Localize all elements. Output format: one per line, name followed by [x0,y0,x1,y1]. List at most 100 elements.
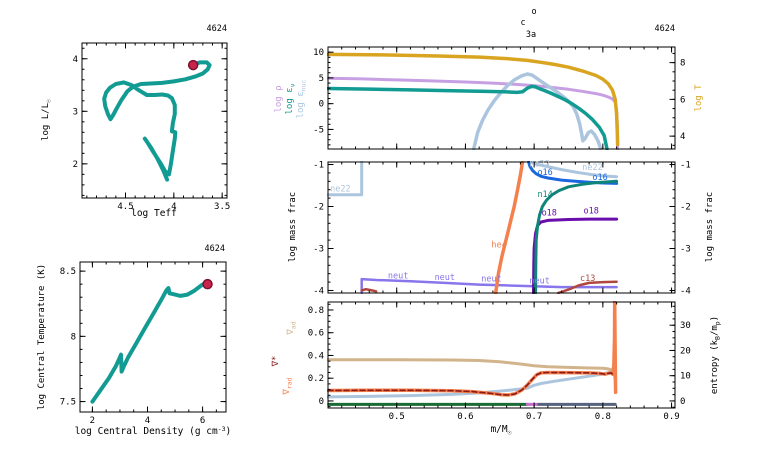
x-tick-label: 0.9 [663,412,679,422]
y2-axis-title: entropy (kB/mp) [710,316,721,394]
series-trho-track [90,280,210,404]
y2-tick-label: -1 [680,161,691,171]
y-tick-label: 3 [73,107,78,117]
y-tick-label: 8.5 [60,267,76,277]
series-log-eps-nu [327,84,609,150]
series-c13 [556,280,618,294]
y2-tick-label: 6 [680,95,685,105]
curve-label-neut: neut [481,274,501,284]
y2-tick-label: 8 [680,59,685,69]
x-tick-label: 0.8 [595,412,611,422]
current-model-marker [187,59,199,71]
curve-label-ne22: ne22 [330,184,350,194]
panel-trho: 2 4 6 7.5 8 8.5 log Central Density (g cm-3) lo… [37,244,231,437]
y-tick-label: -1 [313,161,324,171]
y-tick-label: 0.6 [308,329,324,339]
series-grad-rad [327,301,618,397]
x-tick-label: 6 [200,416,205,426]
curve-label-o18: o18 [583,207,598,217]
y-tick-label: 0.8 [308,306,324,316]
y-axis-title: ∇* [271,356,281,368]
curve-label-ne22: ne22 [582,163,602,173]
y2-tick-label: 30 [680,321,691,331]
y-axis-title: log L/L☉ [41,99,52,141]
y-tick-label: -3 [313,244,324,254]
x-tick-label: 0.6 [457,412,473,422]
x-axis-title: log Central Density (g cm-3) [75,425,232,437]
series-neut [360,277,618,294]
y2-tick-label: 0 [680,397,685,407]
series-ne22 [327,161,364,197]
model-number: 4624 [207,24,227,34]
y-tick-label: 0 [319,100,324,110]
y-axis-title: log εnuc [296,80,307,119]
current-model-marker [202,278,213,290]
curve-label-c13: c13 [580,274,595,284]
y-axis-title: ∇ad [286,321,297,335]
y-tick-label: -5 [313,125,324,135]
curve-label-neut: neut [388,271,408,281]
x-axis-title: m/M☉ [490,424,511,436]
axes-frame [81,42,228,199]
curve-label-he4: he4 [491,240,506,250]
y-tick-label: 0.4 [308,351,324,361]
y-axis-title: log ρ [274,85,284,112]
y-axis-title: log mass frac [288,192,298,262]
curve-label-neut: neut [435,273,455,283]
curve-label-n14: n14 [537,190,552,200]
curve-label-o18: o18 [542,208,557,218]
series-hr-track [102,60,212,182]
model-number: 4624 [655,24,675,34]
y-tick-label: 5 [319,74,324,84]
curve-label-o16: o16 [537,168,552,178]
y-tick-label: 10 [313,48,324,58]
curve-label-neut: neut [529,276,549,286]
series-c13 [360,287,378,293]
series-grad-ad [327,358,618,393]
series-log-eps-nuc [471,72,603,150]
y-axis-title: log εν [285,83,296,114]
x-tick-label: 4.5 [117,202,133,212]
annotation-c: c [520,18,525,28]
x-axis-title: log Teff [131,208,177,219]
y-tick-label: 7.5 [60,398,76,408]
y2-tick-label: 10 [680,372,691,382]
curve-label-o16: o16 [592,173,607,183]
y2-tick-label: -2 [680,203,691,213]
x-tick-label: 0.5 [389,412,405,422]
x-tick-label: 4 [145,416,150,426]
panel-profile-bottom: 0.5 0.6 0.7 0.8 0.900.20.40.60.80102030m/M☉∇… [271,301,721,436]
axes-frame [327,161,676,294]
y2-tick-label: -3 [680,244,691,254]
axes-frame [327,46,676,150]
series-ne22 [529,161,619,179]
axes-frame [79,261,227,413]
annotation-3a: 3a [526,30,536,40]
y-axis-title: log Central Temperature (K) [37,264,47,410]
x-tick-label: 0.7 [526,412,542,422]
y-tick-label: 4 [73,55,78,65]
y-tick-label: 8 [71,332,76,342]
y-axis-title: ∇rad [282,377,293,395]
series-he4 [493,161,525,294]
x-tick-label: 2 [90,416,95,426]
series-n14 [534,179,619,294]
y2-tick-label: -4 [680,286,691,296]
y2-tick-label: 4 [680,132,685,142]
y-tick-label: -4 [313,286,324,296]
series-log-T [327,52,620,147]
y-tick-label: 2 [73,160,78,170]
annotation-o: o [531,7,536,17]
y2-axis-title: log T [694,84,704,112]
x-tick-label: 3.5 [214,202,230,212]
model-number: 4624 [205,244,225,254]
series-grad-star [327,371,614,396]
y-tick-label: -2 [313,203,324,213]
y-tick-label: 0 [319,397,324,407]
x-tick-label: 4 [171,202,176,212]
